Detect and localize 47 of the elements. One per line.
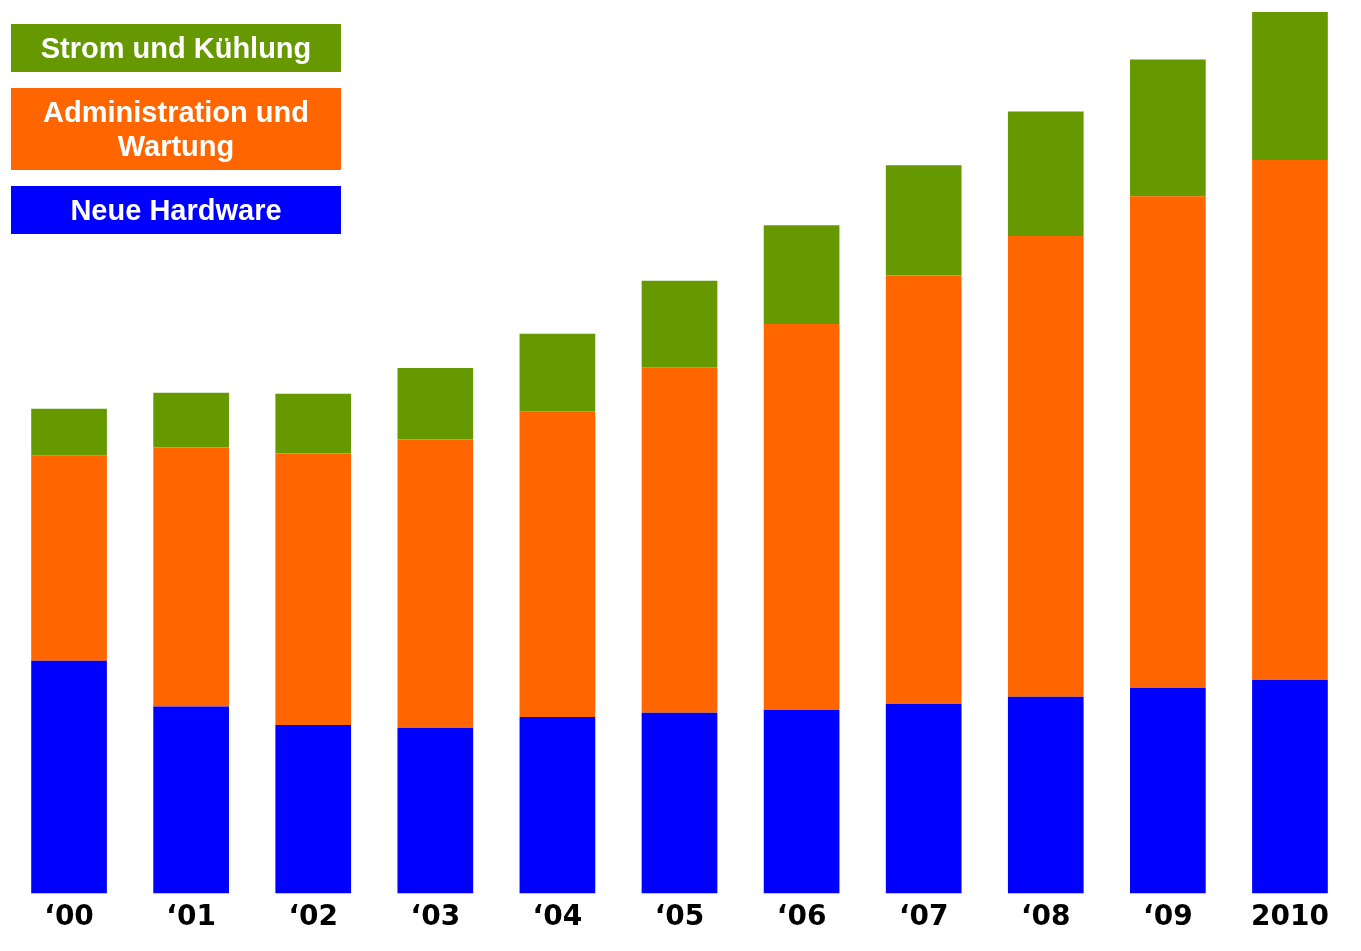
x-tick-label: ‘06 [776, 899, 827, 933]
bar [641, 367, 718, 713]
bar [763, 710, 840, 894]
x-tick-label: ‘07 [898, 899, 949, 933]
bar [763, 225, 840, 325]
bar [275, 725, 352, 894]
bar [1130, 59, 1206, 197]
bar [1130, 196, 1206, 689]
bar [397, 439, 474, 728]
x-tick-label: ‘00 [44, 899, 94, 933]
bar [1007, 235, 1084, 697]
bar [31, 455, 107, 661]
bar [31, 408, 107, 456]
bar [641, 712, 718, 894]
bar [1130, 688, 1206, 894]
bar [885, 703, 962, 894]
x-tick-label: ‘03 [410, 899, 461, 933]
bar [519, 411, 596, 718]
bar [763, 324, 840, 711]
bar [275, 453, 352, 726]
x-tick-label: ‘05 [654, 899, 705, 933]
bar [1007, 111, 1084, 236]
text: Administration und Wartung [11, 88, 341, 170]
bar [641, 280, 718, 368]
bar [153, 392, 229, 448]
x-tick-label: ‘09 [1143, 899, 1193, 933]
bar [1007, 696, 1084, 894]
bar [1252, 680, 1328, 894]
x-tick-label: 2010 [1250, 899, 1329, 933]
x-tick-label: ‘08 [1020, 899, 1071, 933]
bar [153, 447, 229, 707]
bar [519, 717, 596, 894]
x-tick-label: ‘04 [532, 899, 583, 933]
bar [1252, 160, 1328, 681]
bar [1252, 12, 1328, 161]
bar [885, 275, 962, 704]
bar [397, 727, 474, 894]
bar [153, 706, 229, 894]
text: Strom und Kühlung [11, 24, 341, 72]
text: Neue Hardware [11, 186, 341, 234]
bar [31, 660, 107, 894]
bar [519, 333, 596, 412]
bar [275, 393, 352, 454]
x-tick-label: ‘02 [288, 899, 339, 933]
bar [397, 368, 474, 440]
x-tick-label: ‘01 [166, 899, 216, 933]
bar [885, 165, 962, 276]
